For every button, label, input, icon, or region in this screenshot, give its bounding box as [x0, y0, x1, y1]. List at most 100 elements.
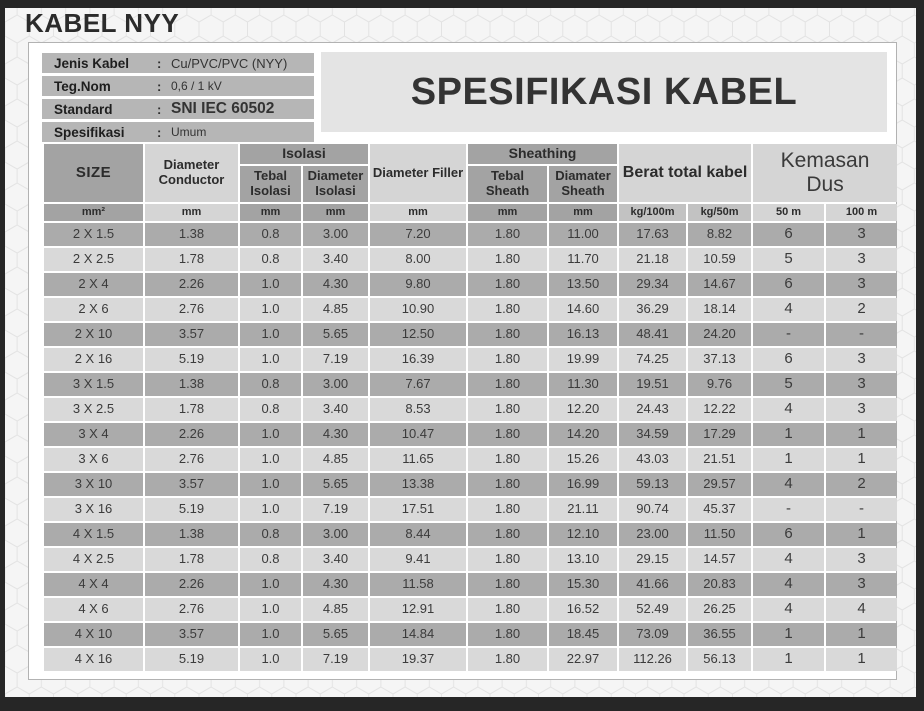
content-panel: Jenis Kabel : Cu/PVC/PVC (NYY) Teg.Nom :… — [28, 42, 898, 680]
cell-diameter-isolasi: 7.19 — [303, 498, 368, 521]
cell-dus-100m: 3 — [826, 248, 898, 271]
info-row-spesifikasi: Spesifikasi : Umum — [42, 122, 314, 142]
unit-cell-diameter-isolasi: mm — [303, 204, 368, 221]
cell-diameter-conductor: 5.19 — [145, 498, 238, 521]
cell-diamater-sheath: 18.45 — [549, 623, 618, 646]
header-group-isolasi: Isolasi — [240, 144, 368, 164]
cell-kg-50m: 11.50 — [688, 523, 752, 546]
info-row-jenis-kabel: Jenis Kabel : Cu/PVC/PVC (NYY) — [42, 53, 314, 73]
info-value: Umum — [171, 125, 207, 139]
cell-tebal-sheath: 1.80 — [468, 248, 547, 271]
cell-dus-100m: 1 — [826, 423, 898, 446]
header-size: SIZE — [44, 144, 143, 202]
cell-diameter-conductor: 1.78 — [145, 398, 238, 421]
cell-diameter-conductor: 5.19 — [145, 648, 238, 671]
cell-kg-100m: 52.49 — [619, 598, 687, 621]
cell-diameter-filler: 9.80 — [370, 273, 466, 296]
cell-kg-100m: 17.63 — [619, 223, 687, 246]
header-berat-total-kabel: Berat total kabel — [619, 144, 752, 202]
cell-dus-50m: 4 — [753, 473, 825, 496]
cell-diameter-conductor: 2.26 — [145, 573, 238, 596]
cell-kg-50m: 20.83 — [688, 573, 752, 596]
cell-diameter-filler: 19.37 — [370, 648, 466, 671]
cell-size: 2 X 1.5 — [44, 223, 143, 246]
cell-size: 4 X 4 — [44, 573, 143, 596]
info-label: Standard — [54, 101, 113, 117]
table-row: 2 X 2.5 1.78 0.8 3.40 8.00 1.80 11.70 21.18 10.5… — [44, 248, 898, 271]
cell-dus-100m: 3 — [826, 223, 898, 246]
cell-kg-50m: 14.57 — [688, 548, 752, 571]
cell-tebal-isolasi: 1.0 — [240, 323, 301, 346]
cell-kg-100m: 112.26 — [619, 648, 687, 671]
cell-diameter-isolasi: 4.85 — [303, 448, 368, 471]
header-diamater-sheath: Diamater Sheath — [549, 166, 618, 202]
cell-tebal-isolasi: 1.0 — [240, 298, 301, 321]
table-row: 4 X 2.5 1.78 0.8 3.40 9.41 1.80 13.10 29.15 14.5… — [44, 548, 898, 571]
cell-diameter-conductor: 2.26 — [145, 273, 238, 296]
cell-diameter-isolasi: 4.85 — [303, 298, 368, 321]
cell-dus-50m: 6 — [753, 348, 825, 371]
cell-size: 4 X 6 — [44, 598, 143, 621]
cell-dus-50m: - — [753, 323, 825, 346]
cell-size: 4 X 1.5 — [44, 523, 143, 546]
cell-tebal-sheath: 1.80 — [468, 523, 547, 546]
cell-kg-50m: 14.67 — [688, 273, 752, 296]
cell-diamater-sheath: 16.99 — [549, 473, 618, 496]
cell-diameter-isolasi: 7.19 — [303, 348, 368, 371]
cell-diameter-conductor: 1.38 — [145, 523, 238, 546]
cell-diameter-isolasi: 5.65 — [303, 623, 368, 646]
cell-kg-100m: 59.13 — [619, 473, 687, 496]
header-diameter-filler: Diameter Filler — [370, 144, 466, 202]
cell-dus-50m: 1 — [753, 648, 825, 671]
cell-tebal-sheath: 1.80 — [468, 598, 547, 621]
cell-diameter-isolasi: 4.30 — [303, 423, 368, 446]
info-separator: : — [157, 78, 162, 94]
info-row-standard: Standard : SNI IEC 60502 — [42, 99, 314, 119]
unit-cell-kg-50m: kg/50m — [688, 204, 752, 221]
info-separator: : — [157, 101, 162, 117]
cell-diamater-sheath: 12.10 — [549, 523, 618, 546]
cell-diameter-isolasi: 3.40 — [303, 548, 368, 571]
cell-tebal-sheath: 1.80 — [468, 448, 547, 471]
cell-diamater-sheath: 21.11 — [549, 498, 618, 521]
cell-diameter-conductor: 1.38 — [145, 223, 238, 246]
cell-diamater-sheath: 11.30 — [549, 373, 618, 396]
cell-tebal-sheath: 1.80 — [468, 573, 547, 596]
cell-kg-50m: 56.13 — [688, 648, 752, 671]
cell-dus-50m: 1 — [753, 448, 825, 471]
table-row: 2 X 1.5 1.38 0.8 3.00 7.20 1.80 11.00 17.63 8.82… — [44, 223, 898, 246]
header-diameter-isolasi: Diameter Isolasi — [303, 166, 368, 202]
cell-dus-100m: 1 — [826, 648, 898, 671]
cell-dus-100m: - — [826, 323, 898, 346]
cell-dus-50m: 4 — [753, 573, 825, 596]
info-box: Jenis Kabel : Cu/PVC/PVC (NYY) Teg.Nom :… — [42, 53, 314, 145]
cell-diameter-filler: 13.38 — [370, 473, 466, 496]
cell-diamater-sheath: 11.70 — [549, 248, 618, 271]
units-row: mm² mm mm mm mm mm mm kg/100m kg/50m 50 m 100 m — [44, 204, 898, 221]
table-row: 4 X 16 5.19 1.0 7.19 19.37 1.80 22.97 112.26 56.… — [44, 648, 898, 671]
cell-diamater-sheath: 16.13 — [549, 323, 618, 346]
cell-diameter-conductor: 2.76 — [145, 448, 238, 471]
cell-tebal-isolasi: 1.0 — [240, 423, 301, 446]
cell-diameter-filler: 11.65 — [370, 448, 466, 471]
cell-diameter-filler: 12.91 — [370, 598, 466, 621]
cell-kg-100m: 19.51 — [619, 373, 687, 396]
cell-kg-100m: 43.03 — [619, 448, 687, 471]
cell-kg-100m: 48.41 — [619, 323, 687, 346]
cell-diamater-sheath: 12.20 — [549, 398, 618, 421]
cell-tebal-sheath: 1.80 — [468, 348, 547, 371]
cell-kg-50m: 29.57 — [688, 473, 752, 496]
cell-size: 4 X 16 — [44, 648, 143, 671]
cell-tebal-isolasi: 1.0 — [240, 348, 301, 371]
cell-tebal-isolasi: 0.8 — [240, 398, 301, 421]
table-row: 2 X 10 3.57 1.0 5.65 12.50 1.80 16.13 48.41 24.2… — [44, 323, 898, 346]
cell-kg-50m: 17.29 — [688, 423, 752, 446]
cell-dus-50m: 1 — [753, 623, 825, 646]
cell-diameter-conductor: 1.78 — [145, 548, 238, 571]
cell-diameter-isolasi: 3.40 — [303, 248, 368, 271]
table-row: 2 X 6 2.76 1.0 4.85 10.90 1.80 14.60 36.29 18.14… — [44, 298, 898, 321]
table-row: 4 X 1.5 1.38 0.8 3.00 8.44 1.80 12.10 23.00 11.5… — [44, 523, 898, 546]
cell-diameter-conductor: 5.19 — [145, 348, 238, 371]
cell-diameter-conductor: 3.57 — [145, 623, 238, 646]
cell-diameter-isolasi: 4.30 — [303, 273, 368, 296]
